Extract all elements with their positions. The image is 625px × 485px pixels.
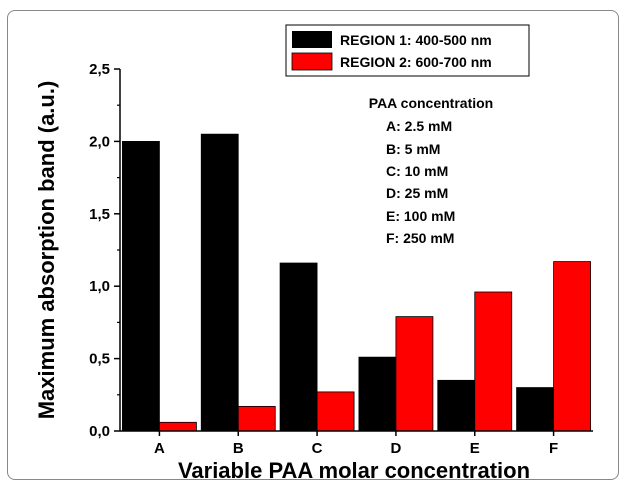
- x-ticks-group: A B C D E F: [154, 431, 558, 457]
- concentration-annotation: PAA concentration A: 2.5 mM B: 5 mM C: 1…: [369, 95, 493, 246]
- annotation-line-e: E: 100 mM: [386, 208, 455, 224]
- x-tick-label-e: E: [470, 440, 480, 457]
- bar-region-2-d: [395, 316, 434, 432]
- y-ticks-group: 0,0 0,5 1,0 1,5 2,0 2,5: [89, 61, 120, 440]
- y-axis-title: Maximum absorption band (a.u.): [34, 81, 59, 420]
- y-tick-label: 2,0: [89, 133, 110, 150]
- x-tick-label-d: D: [390, 440, 401, 457]
- bar-region-1-a: [122, 140, 160, 432]
- bar-region-2-f: [553, 261, 591, 432]
- legend-swatch-region-2: [291, 52, 333, 71]
- annotation-line-f: F: 250 mM: [386, 230, 454, 246]
- bar-region-1-b: [200, 133, 239, 432]
- x-tick-label-f: F: [549, 440, 558, 457]
- bar-region-2-c: [316, 391, 355, 432]
- legend-label-region-1: REGION 1: 400-500 nm: [340, 32, 492, 48]
- legend: REGION 1: 400-500 nm REGION 2: 600-700 n…: [285, 24, 530, 77]
- bar-region-1-d: [358, 356, 397, 432]
- x-tick-label-c: C: [312, 440, 323, 457]
- axes-group: [119, 69, 593, 432]
- y-tick-label: 0,0: [89, 423, 110, 440]
- bars-group: [122, 133, 591, 432]
- y-tick-label: 2,5: [89, 61, 110, 78]
- bar-region-2-e: [474, 291, 513, 432]
- y-tick-label: 1,0: [89, 278, 110, 295]
- annotation-line-c: C: 10 mM: [386, 163, 448, 179]
- bar-region-1-e: [437, 379, 476, 432]
- legend-label-region-2: REGION 2: 600-700 nm: [340, 54, 492, 70]
- y-tick-label: 0,5: [89, 351, 110, 368]
- x-axis-title: Variable PAA molar concentration: [178, 458, 530, 483]
- annotation-line-d: D: 25 mM: [386, 185, 448, 201]
- annotation-title: PAA concentration: [369, 95, 493, 111]
- bar-region-1-f: [516, 387, 554, 432]
- bar-region-2-b: [237, 405, 276, 432]
- legend-swatch-region-1: [292, 31, 332, 48]
- bar-region-2-a: [159, 421, 197, 432]
- x-tick-label-a: A: [154, 440, 165, 457]
- bar-region-1-c: [279, 262, 318, 432]
- y-tick-label: 1,5: [89, 206, 110, 223]
- annotation-line-a: A: 2.5 mM: [386, 118, 452, 134]
- x-tick-label-b: B: [233, 440, 244, 457]
- annotation-line-b: B: 5 mM: [386, 141, 440, 157]
